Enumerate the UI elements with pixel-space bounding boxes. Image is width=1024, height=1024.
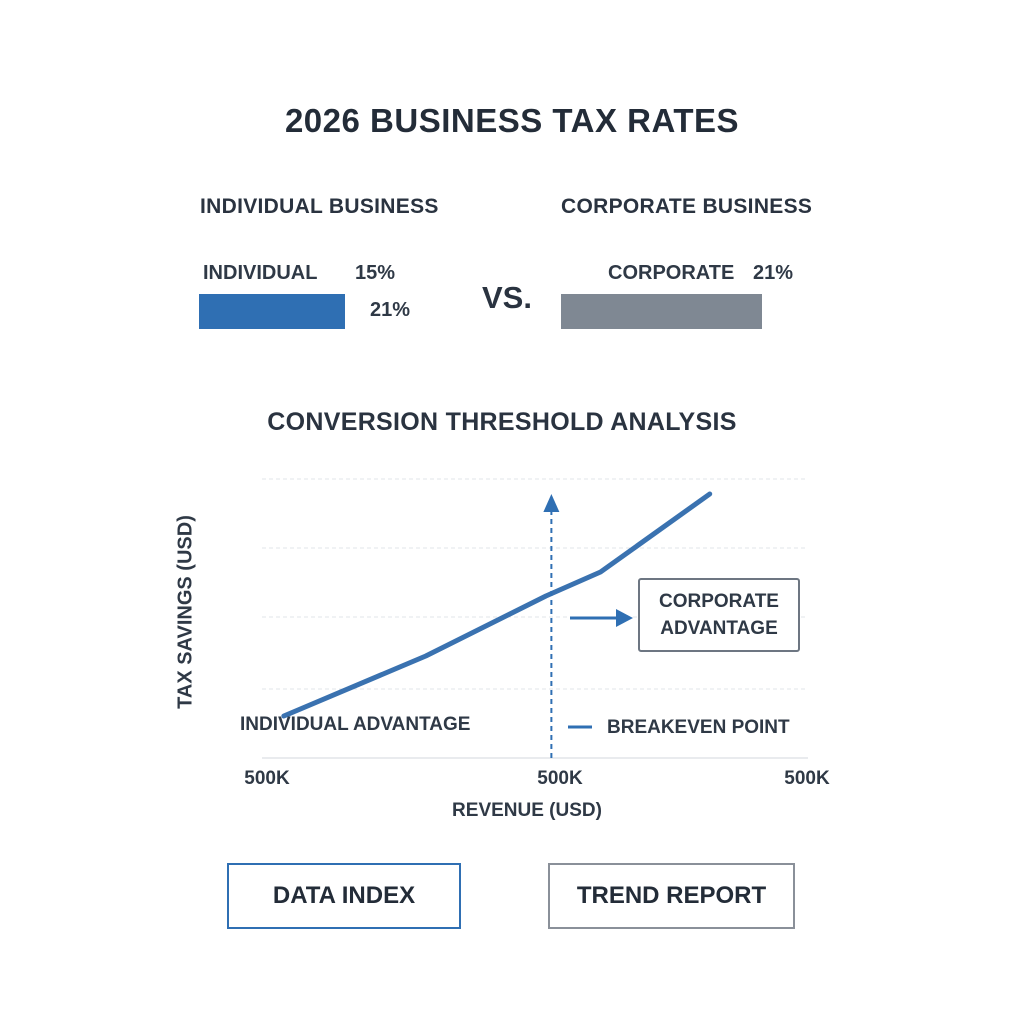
individual-label: INDIVIDUAL	[203, 262, 318, 284]
x-tick-label: 500K	[537, 768, 583, 789]
individual-secondary-rate: 21%	[370, 299, 411, 321]
corporate-label: CORPORATE	[608, 262, 735, 284]
individual-rate: 15%	[355, 262, 396, 284]
breakeven-arrowhead	[543, 494, 560, 512]
series-line	[281, 491, 713, 719]
individual-rate-bar	[199, 294, 345, 329]
x-tick-label: 500K	[244, 768, 290, 789]
corporate-rate: 21%	[753, 262, 794, 284]
corporate-advantage-text: CORPORATE ADVANTAGE	[659, 591, 779, 639]
corporate-heading: CORPORATE BUSINESS	[561, 195, 813, 218]
series-layer	[281, 491, 713, 719]
corporate-advantage-annotation: CORPORATE ADVANTAGE	[638, 578, 800, 652]
corporate-advantage-arrowhead	[616, 609, 633, 627]
page-title: 2026 BUSINESS TAX RATES	[284, 102, 740, 139]
individual-heading: INDIVIDUAL BUSINESS	[200, 195, 439, 218]
corporate-rate-bar	[561, 294, 762, 329]
vs-label: VS.	[482, 280, 532, 315]
x-axis-label: REVENUE (USD)	[452, 800, 602, 821]
x-tick-label: 500K	[784, 768, 830, 789]
chart-title: CONVERSION THRESHOLD ANALYSIS	[267, 408, 737, 436]
individual-advantage-annotation: INDIVIDUAL ADVANTAGE	[240, 714, 471, 735]
data-index-button[interactable]: DATA INDEX	[227, 863, 461, 929]
breakeven-annotation: BREAKEVEN POINT	[607, 717, 790, 738]
breakeven-layer	[543, 494, 633, 758]
trend-report-button[interactable]: TREND REPORT	[548, 863, 795, 929]
